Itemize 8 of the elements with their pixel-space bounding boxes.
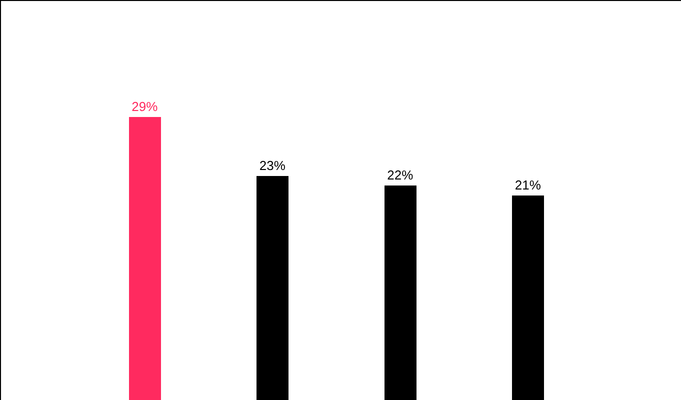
data-label: 21% bbox=[514, 177, 542, 192]
data-label: 29% bbox=[132, 99, 158, 114]
bar bbox=[512, 195, 544, 400]
data-label: 23% bbox=[259, 158, 286, 173]
bar bbox=[128, 117, 161, 400]
data-label: 22% bbox=[387, 168, 414, 183]
bar bbox=[384, 186, 416, 400]
bar bbox=[256, 176, 289, 400]
